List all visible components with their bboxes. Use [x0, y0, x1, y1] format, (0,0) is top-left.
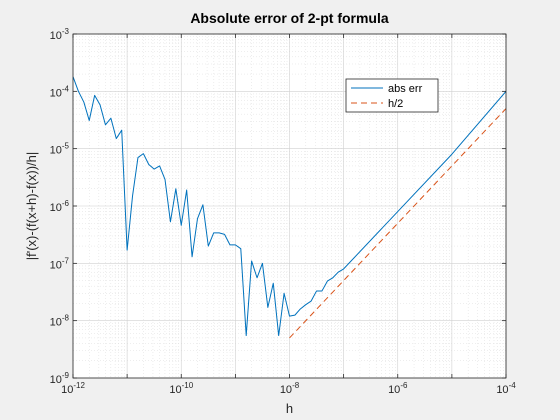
y-tick-label: 10-5 [50, 142, 70, 157]
x-tick-label: 10-10 [169, 381, 193, 396]
ticks [72, 33, 507, 379]
legend-label-abs-err: abs err [388, 83, 423, 95]
legend-label-h-half: h/2 [388, 98, 403, 110]
legend: abs err h/2 [345, 78, 439, 113]
y-tick-label: 10-9 [50, 371, 70, 386]
series-line-h-half [289, 108, 506, 339]
y-tick-label: 10-4 [50, 84, 70, 99]
y-axis-label: |f'(x)-(f(x+h)-f(x))/h| [24, 152, 39, 261]
legend-box [345, 78, 439, 113]
x-tick-label: 10-8 [280, 381, 300, 396]
x-tick-label: 10-12 [61, 381, 85, 396]
tick-labels: 10-12 10-10 10-8 10-6 10-4 10-9 10-8 10-7 10-6 10… [50, 27, 517, 396]
series-layer [73, 76, 506, 339]
y-tick-label: 10-3 [50, 27, 70, 42]
x-axis-label: h [286, 401, 293, 416]
chart-title: Absolute error of 2-pt formula [190, 10, 389, 26]
x-tick-label: 10-4 [496, 381, 516, 396]
y-tick-label: 10-6 [50, 199, 70, 214]
x-tick-label: 10-6 [388, 381, 408, 396]
series-line-abs-err [73, 76, 506, 337]
y-tick-label: 10-7 [50, 256, 70, 271]
y-tick-label: 10-8 [50, 314, 70, 329]
